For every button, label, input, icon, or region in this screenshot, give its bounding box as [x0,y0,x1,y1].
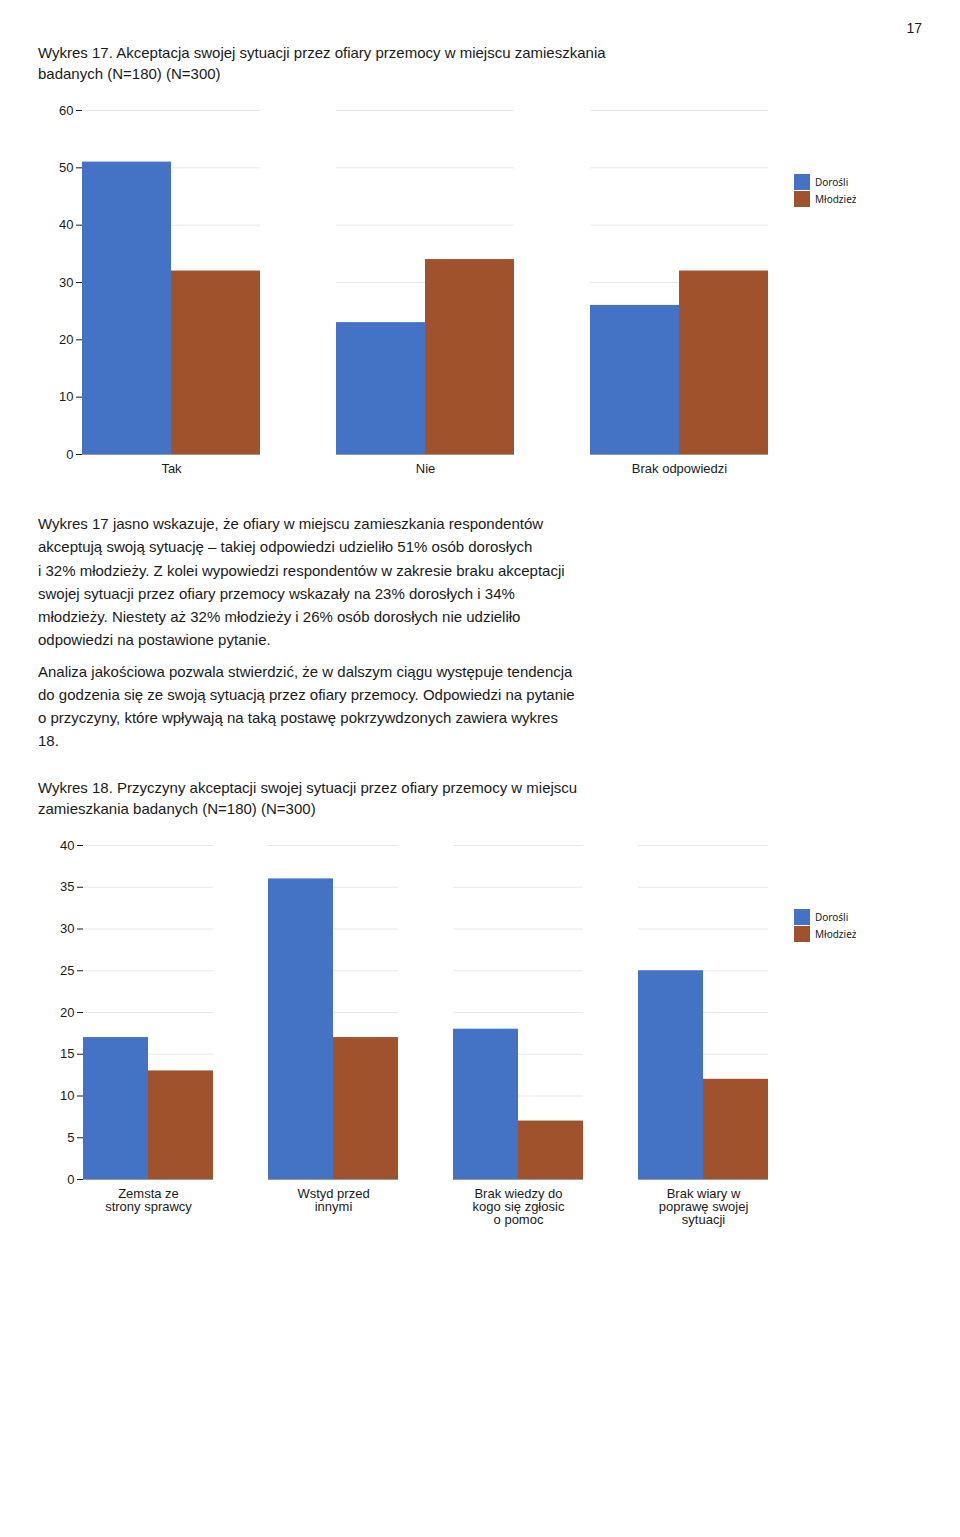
html-text:akceptują swoją sytuację – tak: akceptują swoją sytuację – takiej odpowi… [38,538,533,556]
svg-text:30: 30 [60,921,74,936]
html-text:o przyczyny, które wpływają na: o przyczyny, które wpływają na taką post… [38,709,558,726]
svg-text:10: 10 [59,389,73,404]
html-text:swojej sytuacji przez ofiary p: swojej sytuacji przez ofiary przemocy ws… [38,584,515,602]
svg-text:50: 50 [59,160,73,175]
html-text:do godzenia się ze swoją sytua: do godzenia się ze swoją sytuacją przez … [38,685,575,703]
svg-text:0: 0 [66,447,73,462]
svg-text:35: 35 [60,879,74,894]
html-text:17: 17 [906,20,922,36]
html-text:Wykres 18. Przyczyny akceptacj: Wykres 18. Przyczyny akceptacji swojej s… [38,778,578,817]
svg-text:0: 0 [67,1171,74,1186]
svg-text:5: 5 [67,1129,74,1144]
svg-text:25: 25 [60,962,74,977]
html-text:odpowiedzi na postawione pytan: odpowiedzi na postawione pytanie. [38,631,271,649]
html-text:i 32% młodzieży. Z kolei wypow: i 32% młodzieży. Z kolei wypowiedzi resp… [38,561,565,579]
svg-text:Tak: Tak [161,461,182,476]
svg-text:Brak wiary wpoprawę swojejsytu: Brak wiary wpoprawę swojejsytuacji [659,1185,749,1226]
html-text:Wykres 17 jasno wskazuje, że o: Wykres 17 jasno wskazuje, że ofiary w mi… [38,515,544,532]
svg-text:30: 30 [59,275,73,290]
svg-text:Wstyd przedinnymi: Wstyd przedinnymi [297,1185,369,1213]
svg-text:Brak odpowiedzi: Brak odpowiedzi [632,461,727,476]
html-text:Młodzież: Młodzież [815,192,857,206]
svg-text:40: 40 [60,837,74,852]
html-text:Dorośli: Dorośli [815,909,849,924]
html-text:młodzieży. Niestety aż 32% mło: młodzieży. Niestety aż 32% młodzieży i 2… [38,608,521,625]
svg-text:10: 10 [60,1088,74,1103]
svg-text:Brak wiedzy dokogo się zgłosic: Brak wiedzy dokogo się zgłosico pomoc [473,1185,565,1226]
svg-text:40: 40 [59,217,73,232]
svg-text:15: 15 [60,1046,74,1061]
svg-text:60: 60 [59,103,73,118]
html-text:Analiza jakościowa pozwala stw: Analiza jakościowa pozwala stwierdzić, ż… [38,662,573,680]
svg-text:20: 20 [60,1004,74,1019]
svg-text:Zemsta zestrony sprawcy: Zemsta zestrony sprawcy [105,1185,192,1213]
svg-text:20: 20 [59,332,73,347]
html-text:Dorośli: Dorośli [815,175,849,189]
svg-text:Nie: Nie [416,461,436,476]
html-text:Młodzież: Młodzież [815,926,857,941]
html-text:Wykres 17. Akceptacja swojej s: Wykres 17. Akceptacja swojej sytuacji pr… [38,44,606,82]
html-text:18.: 18. [38,732,59,750]
